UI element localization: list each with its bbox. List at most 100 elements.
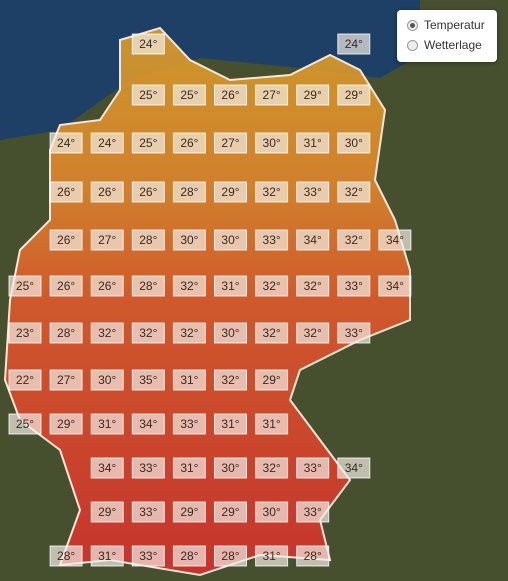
temperature-label: 32° [263, 185, 281, 199]
label-box [172, 322, 206, 344]
option-temperatur[interactable]: Temperatur [407, 15, 497, 35]
temperature-label: 28° [304, 549, 322, 563]
label-box [172, 501, 206, 523]
temperature-label: 24° [139, 37, 157, 51]
temperature-label: 31° [263, 417, 281, 431]
label-box [131, 275, 165, 297]
label-box [337, 229, 371, 251]
label-box [214, 457, 247, 479]
label-box [172, 181, 206, 203]
label-box [131, 545, 165, 567]
temperature-label: 34° [386, 279, 404, 293]
label-box [49, 322, 83, 344]
option-label: Wetterlage [424, 38, 482, 52]
label-box [255, 369, 289, 391]
temperature-label: 32° [98, 326, 116, 340]
temperature-label: 33° [345, 279, 363, 293]
temperature-label: 33° [345, 326, 363, 340]
temperature-label: 32° [180, 279, 198, 293]
label-box [255, 501, 289, 523]
temperature-label: 26° [98, 279, 116, 293]
temperature-label: 25° [180, 88, 198, 102]
label-box [337, 457, 371, 479]
temperature-label: 28° [57, 326, 75, 340]
label-box [255, 132, 289, 154]
label-box [8, 275, 42, 297]
label-box [296, 275, 330, 297]
sea [0, 0, 420, 140]
temperature-label: 31° [221, 279, 239, 293]
label-box [90, 501, 124, 523]
temperature-label: 29° [180, 505, 198, 519]
temperature-label: 32° [221, 373, 239, 387]
label-box [90, 457, 124, 479]
label-box [296, 229, 330, 251]
label-box [49, 229, 83, 251]
temperature-label: 32° [304, 279, 322, 293]
temperature-label: 31° [304, 136, 322, 150]
temperature-label: 31° [221, 417, 239, 431]
temperature-label: 29° [345, 88, 363, 102]
label-box [255, 545, 289, 567]
temperature-label: 32° [263, 461, 281, 475]
temperature-label: 26° [221, 88, 239, 102]
label-box [214, 413, 247, 435]
label-box [296, 501, 330, 523]
label-box [131, 413, 165, 435]
label-box [131, 84, 165, 106]
temperature-label: 33° [304, 505, 322, 519]
label-box [296, 181, 330, 203]
label-box [255, 413, 289, 435]
temperature-label: 31° [180, 373, 198, 387]
temperature-label: 34° [386, 233, 404, 247]
temperature-label: 30° [221, 326, 239, 340]
temperature-label: 32° [180, 326, 198, 340]
label-box [296, 132, 330, 154]
temperature-label: 27° [263, 88, 281, 102]
radio[interactable] [407, 19, 418, 31]
label-box [296, 545, 330, 567]
temperature-label: 27° [98, 233, 116, 247]
label-box [255, 181, 289, 203]
temperature-label: 30° [263, 136, 281, 150]
label-box [131, 457, 165, 479]
temperature-label: 28° [139, 233, 157, 247]
radio[interactable] [407, 39, 418, 51]
label-box [255, 229, 289, 251]
label-box [214, 181, 247, 203]
label-box [8, 369, 42, 391]
label-box [172, 545, 206, 567]
label-box [214, 84, 247, 106]
label-box [378, 275, 412, 297]
label-box [255, 322, 289, 344]
temperature-label: 30° [180, 233, 198, 247]
layer-control: Temperatur Wetterlage [397, 10, 497, 62]
option-wetterlage[interactable]: Wetterlage [407, 35, 497, 55]
label-box [49, 275, 83, 297]
label-box [131, 322, 165, 344]
temperature-label: 29° [98, 505, 116, 519]
label-box [90, 275, 124, 297]
temperature-label: 26° [139, 185, 157, 199]
temperature-label: 30° [263, 505, 281, 519]
temperature-label: 33° [139, 505, 157, 519]
label-box [172, 84, 206, 106]
label-box [214, 322, 247, 344]
temperature-label: 33° [304, 185, 322, 199]
temperature-label: 32° [345, 233, 363, 247]
label-box [90, 413, 124, 435]
temperature-label: 31° [263, 549, 281, 563]
label-box [172, 457, 206, 479]
label-box [255, 457, 289, 479]
label-box [378, 229, 412, 251]
label-box [214, 545, 247, 567]
label-box [90, 132, 124, 154]
temperature-label: 33° [304, 461, 322, 475]
temperature-label: 30° [98, 373, 116, 387]
label-box [296, 322, 330, 344]
label-box [49, 413, 83, 435]
temperature-label: 28° [180, 549, 198, 563]
temperature-label: 26° [180, 136, 198, 150]
